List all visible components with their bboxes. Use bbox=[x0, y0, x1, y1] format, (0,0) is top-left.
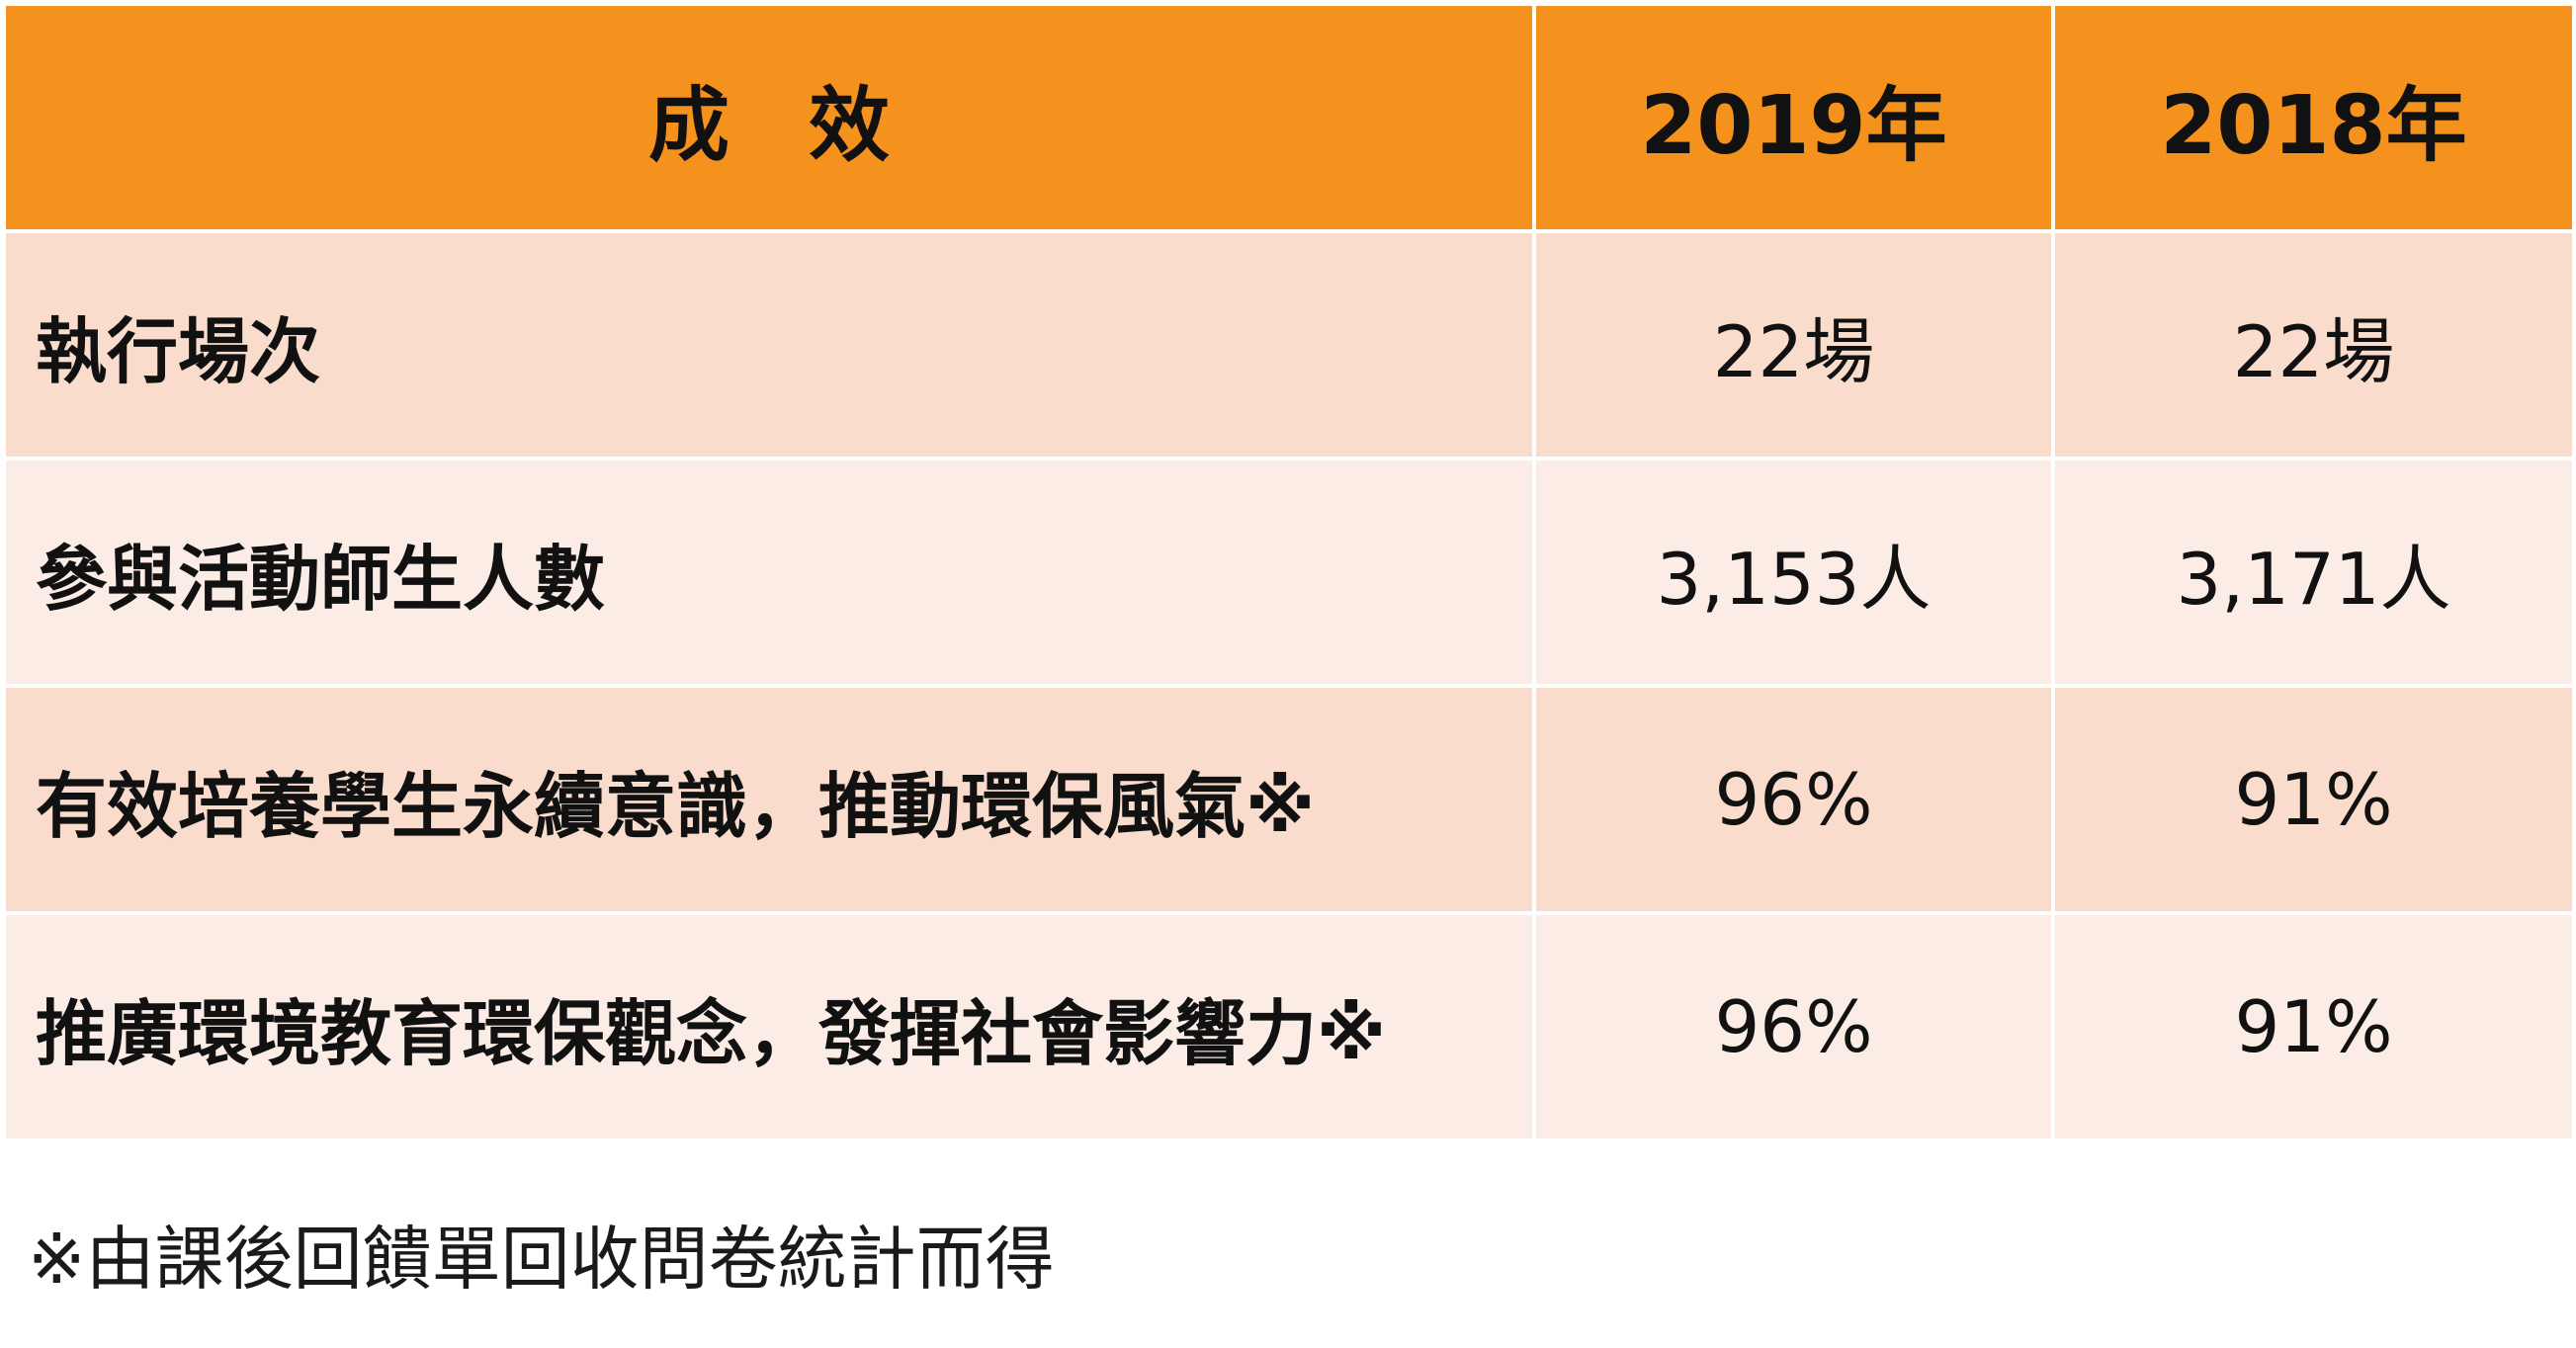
table-row: 推廣環境教育環保觀念，發揮社會影響力※ 96% 91% bbox=[2, 911, 2576, 1142]
row-label: 執行場次 bbox=[2, 229, 1536, 461]
value-2018: 22場 bbox=[2051, 229, 2576, 461]
value-2018: 91% bbox=[2051, 684, 2576, 915]
row-label: 參與活動師生人數 bbox=[2, 457, 1536, 688]
footnote: ※由課後回饋單回收問卷統計而得 bbox=[28, 1219, 1055, 1300]
table-row: 參與活動師生人數 3,153人 3,171人 bbox=[2, 457, 2576, 688]
value-2019: 3,153人 bbox=[1532, 457, 2055, 688]
results-table: 成效 2019年 2018年 執行場次 22場 22場 參與活動師生人數 3,1… bbox=[2, 2, 2576, 1142]
value-2018: 3,171人 bbox=[2051, 457, 2576, 688]
value-2019: 96% bbox=[1532, 684, 2055, 915]
value-2019: 96% bbox=[1532, 911, 2055, 1142]
value-2019: 22場 bbox=[1532, 229, 2055, 461]
header-2019: 2019年 bbox=[1532, 2, 2055, 233]
row-label: 有效培養學生永續意識，推動環保風氣※ bbox=[2, 684, 1536, 915]
table-header-row: 成效 2019年 2018年 bbox=[2, 2, 2576, 233]
row-label: 推廣環境教育環保觀念，發揮社會影響力※ bbox=[2, 911, 1536, 1142]
value-2018: 91% bbox=[2051, 911, 2576, 1142]
header-results: 成效 bbox=[2, 2, 1536, 233]
header-2018: 2018年 bbox=[2051, 2, 2576, 233]
table-row: 執行場次 22場 22場 bbox=[2, 229, 2576, 461]
table-row: 有效培養學生永續意識，推動環保風氣※ 96% 91% bbox=[2, 684, 2576, 915]
